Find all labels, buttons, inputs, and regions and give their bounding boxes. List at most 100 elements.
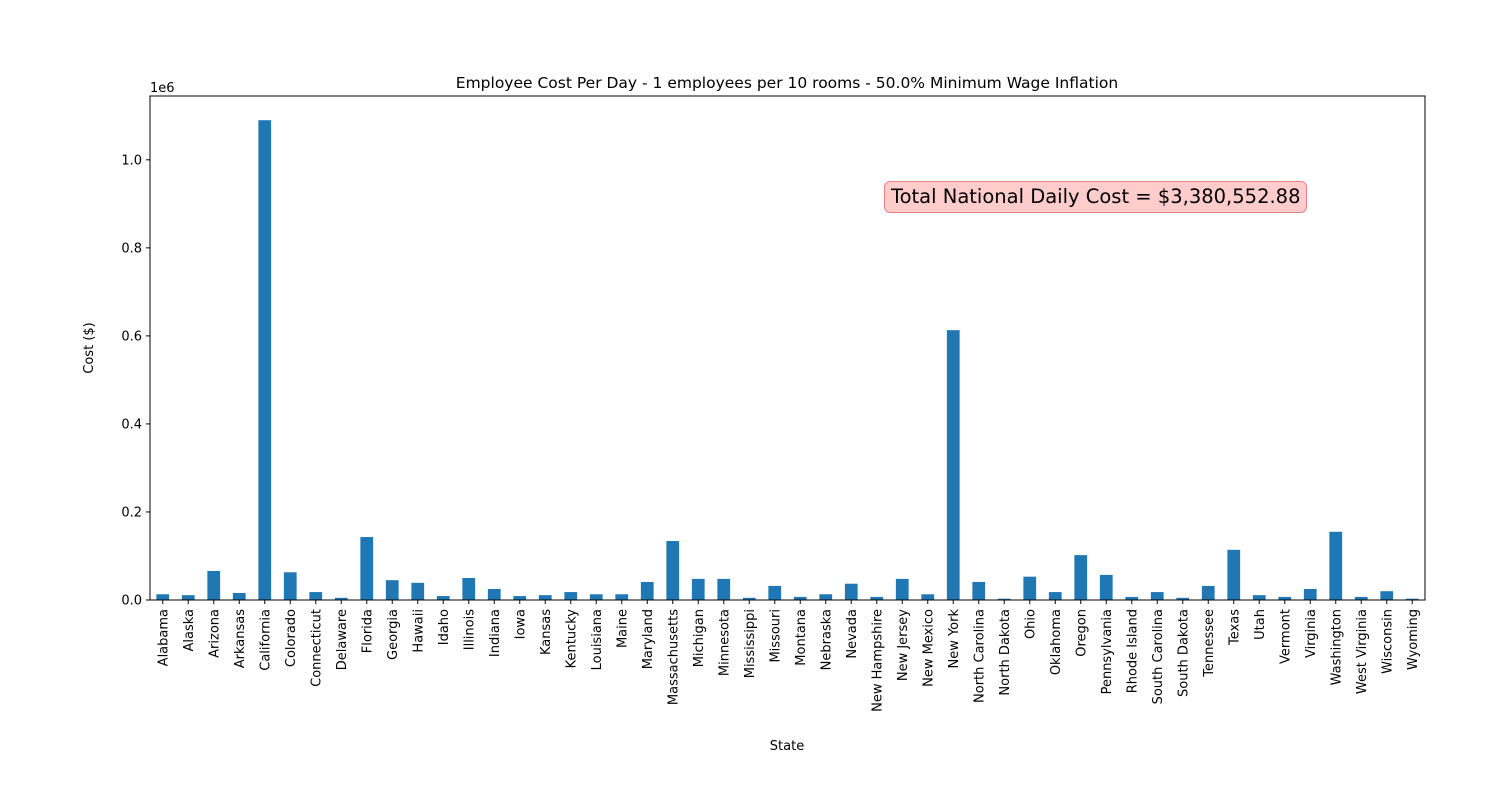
bar-iowa <box>513 596 527 600</box>
x-tick-label: Idaho <box>437 609 452 645</box>
bar-maryland <box>640 581 654 600</box>
bar-new-mexico <box>921 594 935 600</box>
x-tick-label: Maryland <box>641 609 656 669</box>
x-tick-label: North Dakota <box>998 609 1013 696</box>
bar-texas <box>1227 549 1241 600</box>
x-tick-label: Kansas <box>539 609 554 655</box>
x-tick-label: Hawaii <box>411 609 426 653</box>
bar-ohio <box>1023 576 1037 600</box>
bar-arizona <box>207 570 221 600</box>
bar-connecticut <box>309 592 323 600</box>
x-tick-label: Utah <box>1253 609 1268 640</box>
x-tick-label: Connecticut <box>309 609 324 687</box>
x-tick-label: Oklahoma <box>1049 609 1064 675</box>
bar-pennsylvania <box>1099 574 1113 600</box>
x-tick-label: Oregon <box>1074 609 1089 657</box>
bar-missouri <box>768 585 782 600</box>
bar-north-carolina <box>972 581 986 600</box>
x-tick-label: New Jersey <box>896 609 911 681</box>
bar-hawaii <box>411 582 425 600</box>
bar-oregon <box>1074 555 1088 600</box>
bar-new-jersey <box>895 578 909 600</box>
x-tick-label: Delaware <box>335 609 350 670</box>
bar-michigan <box>691 578 705 600</box>
bar-montana <box>793 596 807 600</box>
x-tick-label: New York <box>947 609 962 669</box>
bar-rhode-island <box>1125 596 1139 600</box>
x-tick-label: Rhode Island <box>1125 609 1140 693</box>
bar-indiana <box>487 588 501 600</box>
x-tick-label: Kentucky <box>564 609 579 669</box>
bar-alaska <box>181 595 195 600</box>
x-axis: Alabama Alaska Arizona Arkansas California Co… <box>156 600 1421 712</box>
bar-massachusetts <box>666 541 680 600</box>
x-tick-label: Wyoming <box>1406 609 1421 670</box>
bar-new-york <box>946 330 960 600</box>
y-tick-label: 0.0 <box>121 594 142 609</box>
x-tick-label: Mississippi <box>743 609 758 678</box>
x-tick-label: Massachusetts <box>666 609 681 705</box>
y-tick-label: 0.4 <box>121 417 142 432</box>
x-tick-label: Tennessee <box>1202 609 1217 678</box>
x-tick-label: Washington <box>1329 609 1344 685</box>
bar-maine <box>615 594 629 600</box>
y-tick-label: 0.8 <box>121 241 142 256</box>
bar-wisconsin <box>1380 591 1394 600</box>
x-tick-label: Indiana <box>488 609 503 657</box>
bar-virginia <box>1303 588 1317 600</box>
bar-vermont <box>1278 596 1292 600</box>
x-tick-label: Maine <box>615 609 630 648</box>
bar-new-hampshire <box>870 596 884 600</box>
bar-california <box>258 120 272 601</box>
bar-west-virginia <box>1354 596 1368 600</box>
bar-nebraska <box>819 594 833 600</box>
x-tick-label: Georgia <box>386 609 401 660</box>
x-tick-label: West Virginia <box>1355 609 1370 694</box>
x-tick-label: Colorado <box>284 609 299 667</box>
bar-washington <box>1329 531 1343 600</box>
x-tick-label: Montana <box>794 609 809 666</box>
chart-title: Employee Cost Per Day - 1 employees per … <box>456 74 1118 92</box>
x-tick-label: Alabama <box>156 609 171 666</box>
bar-illinois <box>462 577 476 600</box>
x-tick-label: Arizona <box>207 609 222 658</box>
bar-tennessee <box>1201 585 1215 600</box>
bar-idaho <box>436 596 450 600</box>
bar-louisiana <box>589 594 603 600</box>
y-tick-label: 0.2 <box>121 505 142 520</box>
x-tick-label: New Hampshire <box>870 609 885 712</box>
x-tick-label: Missouri <box>768 609 783 663</box>
x-tick-label: Minnesota <box>717 609 732 676</box>
x-tick-label: Florida <box>360 609 375 653</box>
bar-georgia <box>385 580 399 600</box>
x-tick-label: Texas <box>1227 609 1242 646</box>
x-tick-label: New Mexico <box>921 609 936 687</box>
bar-north-dakota <box>997 598 1011 600</box>
x-axis-label: State <box>770 739 804 754</box>
bar-kansas <box>538 595 552 600</box>
bar-utah <box>1252 595 1266 600</box>
x-tick-label: Vermont <box>1278 609 1293 664</box>
x-tick-label: Nevada <box>845 609 860 659</box>
x-tick-label: Iowa <box>513 609 528 639</box>
y-tick-label: 0.6 <box>121 329 142 344</box>
x-tick-label: North Carolina <box>972 609 987 703</box>
bar-wyoming <box>1405 598 1419 600</box>
bar-nevada <box>844 583 858 600</box>
bar-south-dakota <box>1176 597 1190 600</box>
bar-arkansas <box>232 592 246 600</box>
x-tick-label: South Carolina <box>1151 609 1166 704</box>
x-tick-label: Pennsylvania <box>1100 609 1115 694</box>
bar-oklahoma <box>1048 592 1062 600</box>
plot-frame <box>149 95 1426 601</box>
y-tick-label: 1.0 <box>121 153 142 168</box>
x-tick-label: Virginia <box>1304 609 1319 658</box>
x-tick-label: California <box>258 609 273 671</box>
bar-colorado <box>283 572 297 600</box>
y-axis: 0.0 0.2 0.4 0.6 0.8 1.0 <box>121 153 150 609</box>
x-tick-label: Ohio <box>1023 609 1038 639</box>
x-tick-label: Alaska <box>182 609 197 652</box>
bar-florida <box>360 537 374 600</box>
x-tick-label: Nebraska <box>819 609 834 670</box>
